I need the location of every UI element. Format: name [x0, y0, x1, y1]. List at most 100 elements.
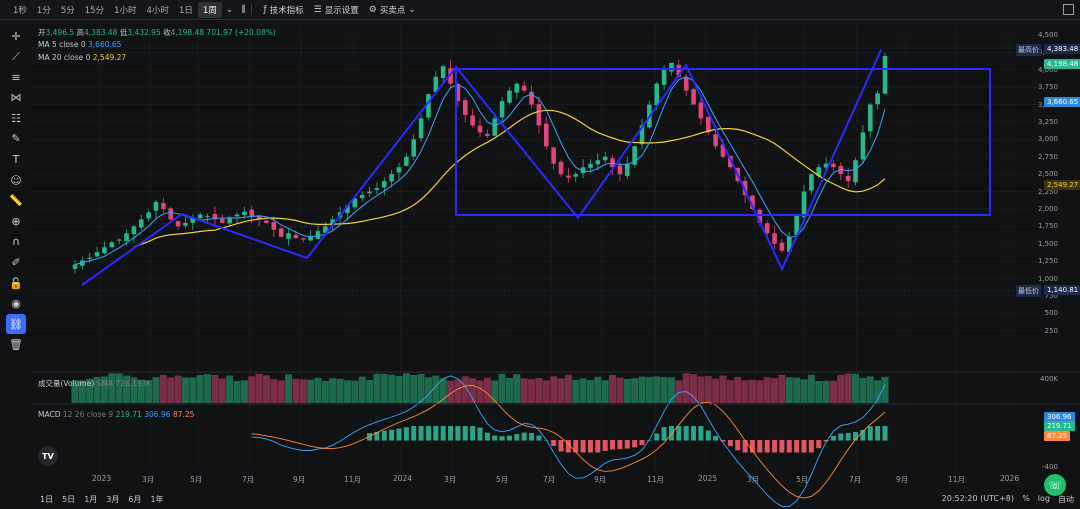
timeframe-1d[interactable]: 1日 [178, 5, 193, 16]
ma20-price-tag: 2,549.27 [1044, 180, 1080, 190]
candlesticks [72, 52, 888, 274]
volume-bar [690, 374, 698, 403]
range-6m[interactable]: 6月 [128, 494, 142, 504]
candle-body [521, 85, 527, 91]
candle-body [558, 161, 564, 175]
emoji-icon[interactable]: ☺ [10, 173, 22, 187]
timeframe-1m[interactable]: 1分 [36, 5, 51, 16]
volume-legend[interactable]: 成交量(Volume) SMA 726.193K [38, 378, 151, 389]
macd-hist-bar [580, 440, 586, 453]
clock[interactable]: 20:52:20 (UTC+8) [941, 494, 1014, 503]
display-settings-button[interactable]: ☰ 显示设置 [309, 4, 364, 16]
log-toggle[interactable]: log [1037, 494, 1050, 503]
volume-bar [461, 376, 469, 403]
timeframe-4h[interactable]: 4小时 [146, 5, 169, 16]
ma5-legend[interactable]: MA 5 close 0 3,660.65 [38, 40, 121, 49]
lock-icon[interactable]: 🔓 [9, 276, 23, 290]
chat-help-icon[interactable]: ☏ [1044, 474, 1066, 496]
range-3m[interactable]: 3月 [106, 494, 120, 504]
channel-icon[interactable]: ≡ [11, 70, 21, 84]
ma5-value: 3,660.65 [88, 40, 122, 49]
macd-hist-bar [440, 426, 446, 441]
timeframe-1w[interactable]: 1周 [197, 1, 222, 18]
trendline-icon[interactable]: ⟋ [12, 49, 20, 63]
tradingview-logo[interactable]: TV [38, 446, 58, 466]
volume-bar [520, 378, 528, 403]
volume-bar [866, 376, 874, 403]
range-1m[interactable]: 1月 [84, 494, 98, 504]
macd-params: 12 26 close 9 [62, 410, 114, 419]
time-axis-label: 5月 [190, 475, 203, 484]
crosshair-icon[interactable]: ✛ [11, 29, 21, 43]
candle-body [124, 233, 129, 241]
price-axis-label: 1,000 [1037, 274, 1058, 283]
range-1d[interactable]: 1日 [40, 494, 54, 504]
trade-points-button[interactable]: ⚙ 买卖点 ⌄ [364, 4, 421, 16]
volume-bar [93, 377, 101, 403]
text-icon[interactable]: T [12, 153, 20, 167]
candle-body [683, 77, 689, 91]
volume-bar [86, 378, 94, 403]
high-price-tag: 4,383.48 [1044, 44, 1080, 54]
timeframe-15m[interactable]: 15分 [84, 5, 105, 16]
timeframe-1h[interactable]: 1小时 [114, 5, 137, 16]
chevron-down-icon[interactable]: ⌄ [225, 4, 234, 15]
magnet-icon[interactable]: ∩ [11, 235, 21, 249]
volume-bar [181, 377, 189, 403]
trash-icon[interactable]: 🗑 [9, 338, 23, 352]
change-value: 701.97 (+20.08%) [206, 28, 276, 37]
percent-toggle[interactable]: % [1022, 494, 1030, 503]
macd-hist-bar [433, 426, 439, 441]
ma20-legend[interactable]: MA 20 close 0 2,549.27 [38, 53, 126, 62]
macd-hist-bar [587, 440, 593, 453]
time-axis-label: 3月 [747, 475, 760, 484]
candle-body [676, 64, 682, 77]
volume-bar [653, 376, 661, 403]
price-axis-label: 2,750 [1037, 152, 1058, 161]
volume-bar [343, 380, 351, 403]
volume-bar [432, 375, 440, 403]
macd-hist-bar [705, 430, 711, 441]
indicators-button[interactable]: ƒ 技术指标 [258, 4, 308, 16]
candle-icon[interactable]: ⫼ [241, 4, 246, 15]
macd-axis-label: -400 [1042, 463, 1058, 471]
eye-icon[interactable]: ◉ [11, 297, 21, 311]
volume-bar [78, 380, 86, 403]
candle-body [720, 144, 726, 157]
volume-bar [719, 375, 727, 403]
ruler-icon[interactable]: 📏 [9, 194, 23, 208]
chart-grid [32, 22, 1040, 470]
volume-bar [358, 376, 366, 403]
candle-body [94, 252, 100, 257]
price-axis-label: 3,750 [1037, 83, 1058, 92]
volume-bar [572, 379, 580, 403]
candle-body [713, 134, 718, 147]
brush-icon[interactable]: ✎ [11, 132, 21, 146]
fullscreen-icon[interactable] [1063, 4, 1074, 15]
volume-label: 成交量(Volume) [38, 379, 95, 388]
volume-bar [307, 379, 315, 403]
candle-body [698, 102, 704, 119]
auto-toggle[interactable]: 自动 [1058, 495, 1074, 504]
macd-legend[interactable]: MACD 12 26 close 9 219.71 306.96 87.25 [38, 410, 194, 419]
timeframe-5m[interactable]: 5分 [60, 5, 75, 16]
candle-body [271, 222, 277, 230]
volume-bar [388, 374, 396, 403]
timeframe-1s[interactable]: 1秒 [13, 5, 27, 16]
volume-bar [204, 374, 212, 403]
link-icon[interactable]: ⛓ [6, 314, 26, 335]
ma20-label: MA 20 close 0 [38, 53, 91, 62]
candle-body [389, 174, 394, 182]
toolbar-divider [251, 4, 253, 15]
zoom-in-icon[interactable]: ⊕ [11, 214, 21, 228]
fib-icon[interactable]: ☷ [11, 111, 21, 125]
pattern-icon[interactable]: ⋈ [10, 91, 22, 105]
range-1y[interactable]: 1年 [150, 494, 164, 504]
candle-body [440, 66, 446, 79]
candle-body [492, 118, 498, 136]
macd-hist-bar [838, 433, 844, 441]
lock-pencil-icon[interactable]: ✐ [11, 256, 21, 270]
volume-bar [609, 374, 617, 403]
range-5d[interactable]: 5日 [62, 494, 76, 504]
